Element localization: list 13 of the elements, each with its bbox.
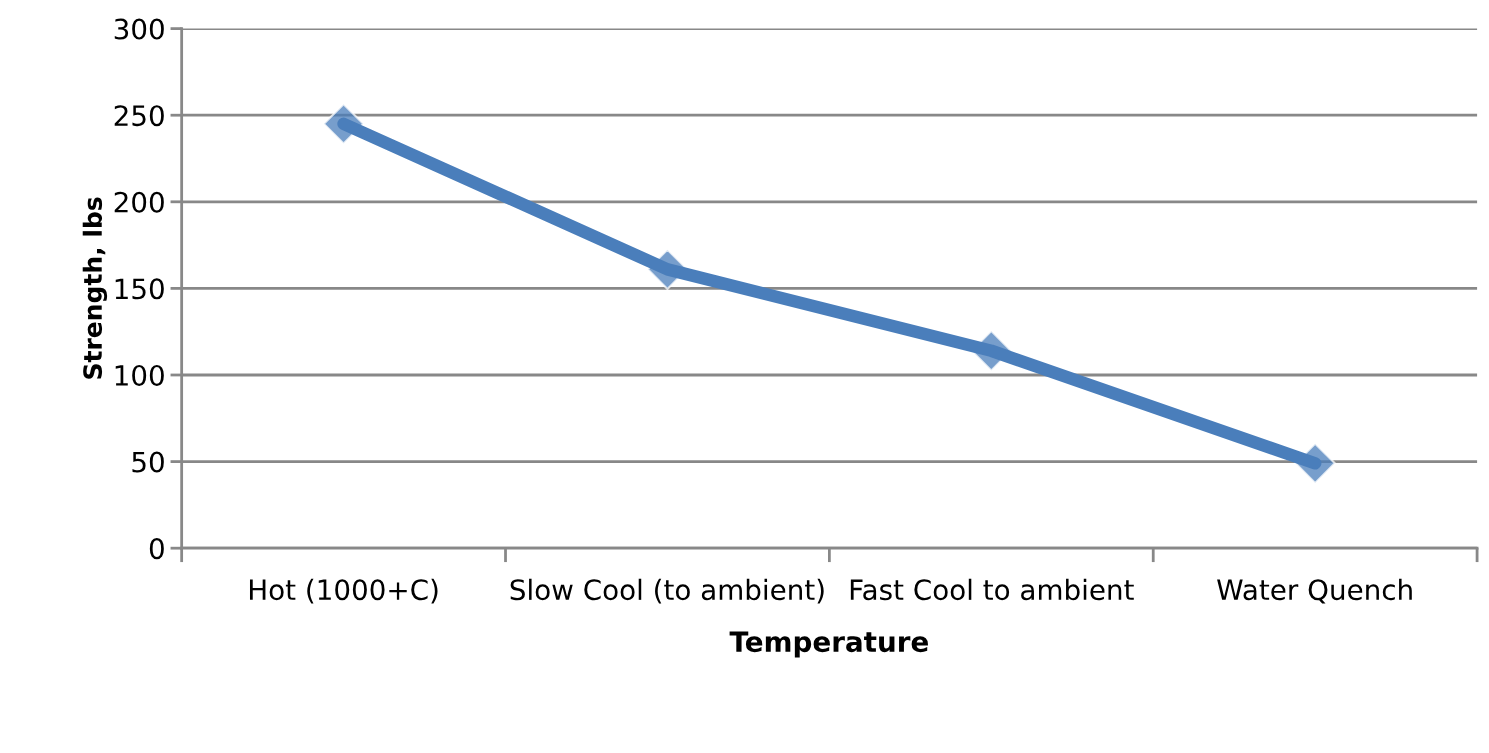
y-tick-label: 50 (132, 451, 164, 473)
x-tick-label: Hot (1000+C) (249, 578, 438, 604)
x-tick-label: Slow Cool (to ambient) (510, 578, 824, 604)
y-tick-label: 300 (114, 18, 164, 40)
y-tick-label: 250 (114, 105, 164, 127)
y-tick-label: 0 (149, 538, 164, 560)
x-axis-title: Temperature (729, 631, 928, 658)
y-tick-label: 100 (115, 364, 164, 386)
y-tick-label: 200 (114, 191, 164, 213)
x-tick-label: Fast Cool to ambient (850, 578, 1134, 601)
y-tick-label: 150 (115, 278, 164, 300)
y-axis-title: Strength, lbs (82, 197, 108, 379)
x-tick-label: Water Quench (1217, 578, 1412, 604)
